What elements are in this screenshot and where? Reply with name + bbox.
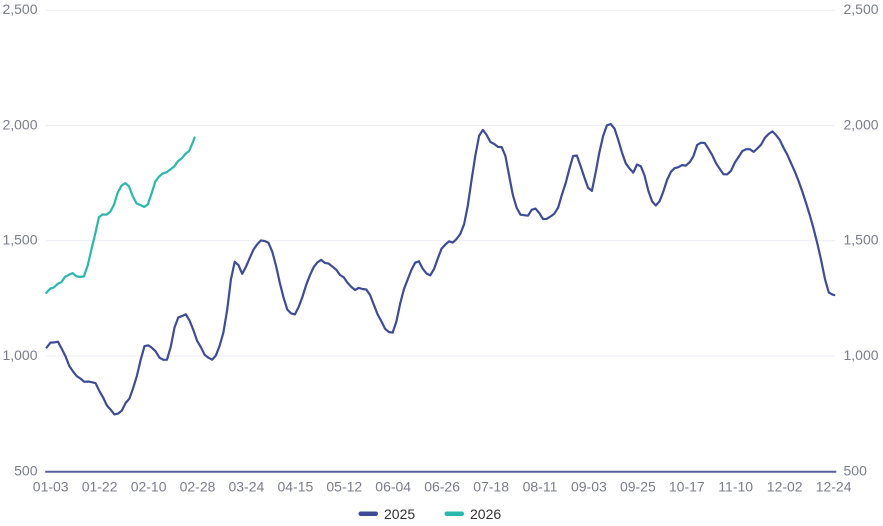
svg-text:2025: 2025 <box>384 506 415 522</box>
svg-text:500: 500 <box>14 462 38 478</box>
svg-text:03-24: 03-24 <box>228 478 264 494</box>
svg-text:2026: 2026 <box>470 506 501 522</box>
svg-text:1,500: 1,500 <box>844 232 879 248</box>
svg-text:07-18: 07-18 <box>473 478 509 494</box>
svg-text:02-28: 02-28 <box>180 478 216 494</box>
svg-text:05-12: 05-12 <box>326 478 362 494</box>
svg-text:10-17: 10-17 <box>669 478 705 494</box>
svg-text:04-15: 04-15 <box>277 478 313 494</box>
svg-text:1,500: 1,500 <box>2 232 37 248</box>
svg-text:2,500: 2,500 <box>2 1 37 17</box>
svg-text:01-03: 01-03 <box>33 478 69 494</box>
svg-text:2,000: 2,000 <box>844 116 879 132</box>
svg-text:09-25: 09-25 <box>620 478 656 494</box>
svg-text:02-10: 02-10 <box>131 478 167 494</box>
svg-text:01-22: 01-22 <box>82 478 118 494</box>
svg-text:06-26: 06-26 <box>424 478 460 494</box>
svg-text:06-04: 06-04 <box>375 478 411 494</box>
svg-text:1,000: 1,000 <box>2 347 37 363</box>
svg-text:11-10: 11-10 <box>718 478 753 494</box>
svg-text:12-02: 12-02 <box>767 478 803 494</box>
svg-text:2,500: 2,500 <box>844 1 879 17</box>
svg-text:12-24: 12-24 <box>816 478 852 494</box>
svg-text:1,000: 1,000 <box>844 347 879 363</box>
svg-text:500: 500 <box>844 462 868 478</box>
svg-text:09-03: 09-03 <box>571 478 607 494</box>
svg-text:2,000: 2,000 <box>2 116 37 132</box>
svg-text:08-11: 08-11 <box>523 478 558 494</box>
